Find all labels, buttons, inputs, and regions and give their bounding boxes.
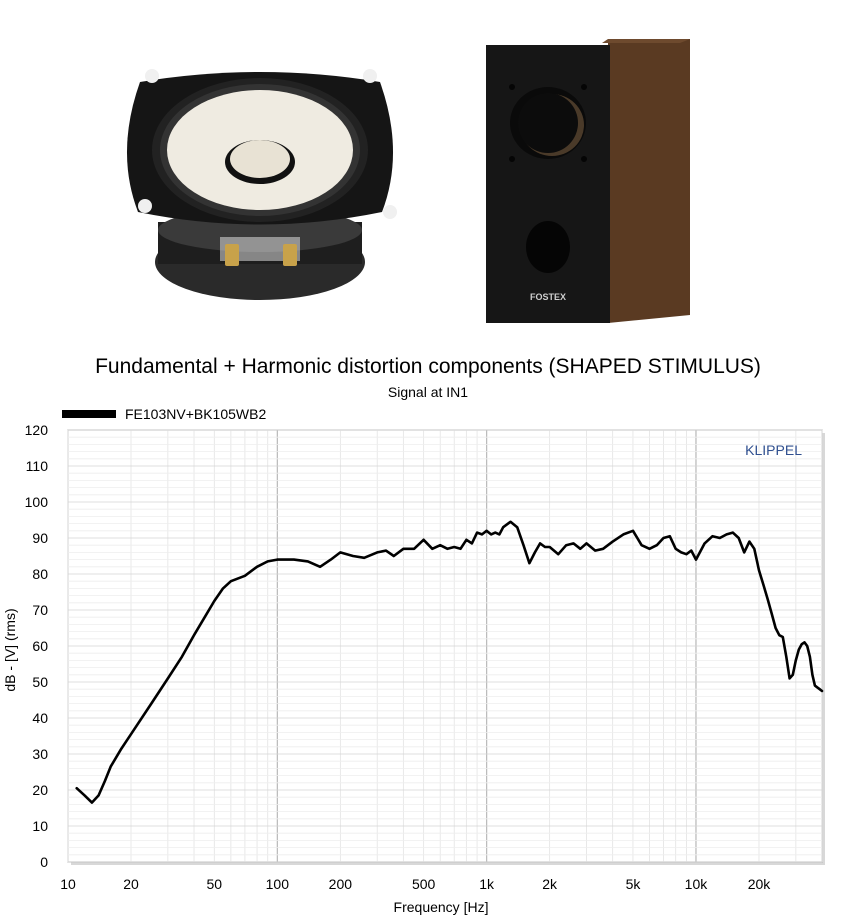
x-tick-label: 1k: [479, 876, 495, 892]
legend-swatch: [62, 410, 116, 418]
x-tick-label: 20: [123, 876, 139, 892]
y-tick-label: 30: [32, 746, 48, 762]
speaker-cabinet-photo: FOSTEX: [486, 39, 690, 323]
y-tick-label: 100: [25, 494, 49, 510]
x-tick-label: 100: [266, 876, 290, 892]
y-axis-label: dB - [V] (rms): [2, 608, 18, 691]
y-tick-label: 110: [26, 458, 49, 474]
watermark-label: KLIPPEL: [745, 442, 802, 458]
x-tick-label: 2k: [542, 876, 558, 892]
y-tick-label: 60: [32, 638, 48, 654]
x-tick-label: 10: [60, 876, 76, 892]
series-line: [75, 520, 824, 804]
y-tick-label: 40: [32, 710, 48, 726]
y-tick-label: 90: [32, 530, 48, 546]
chart-title: Fundamental + Harmonic distortion compon…: [95, 355, 761, 378]
y-tick-label: 70: [32, 602, 48, 618]
x-tick-label: 500: [412, 876, 436, 892]
y-tick-label: 10: [32, 818, 48, 834]
x-axis-label: Frequency [Hz]: [394, 899, 489, 915]
x-tick-label: 20k: [748, 876, 772, 892]
y-tick-label: 50: [32, 674, 48, 690]
x-tick-label: 10k: [685, 876, 709, 892]
y-tick-label: 80: [32, 566, 48, 582]
x-tick-label: 200: [329, 876, 353, 892]
y-tick-label: 20: [32, 782, 48, 798]
legend-label: FE103NV+BK105WB2: [125, 406, 266, 422]
speaker-driver-photo: [126, 69, 397, 300]
y-tick-label: 120: [25, 422, 49, 438]
chart-subtitle: Signal at IN1: [388, 384, 468, 400]
x-tick-label: 50: [207, 876, 223, 892]
y-tick-label: 0: [40, 854, 48, 870]
x-tick-label: 5k: [626, 876, 642, 892]
cabinet-logo: FOSTEX: [530, 292, 566, 302]
